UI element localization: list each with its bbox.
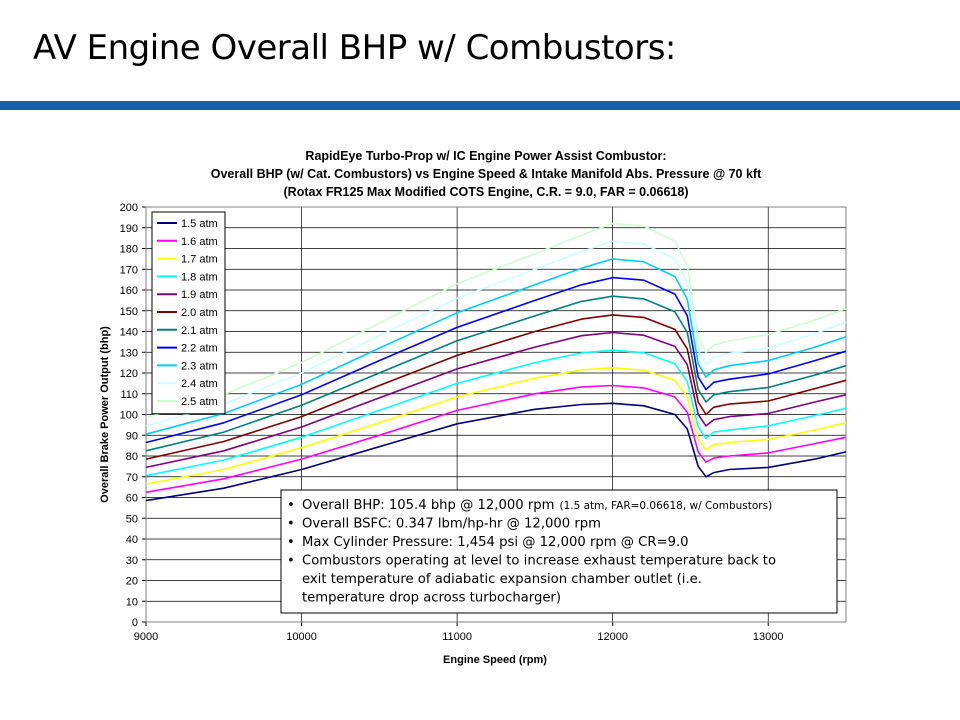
chart-title-line-2: Overall BHP (w/ Cat. Combustors) vs Engi… (211, 167, 762, 181)
plot-border (145, 206, 847, 623)
y-tick-label: 190 (120, 223, 138, 235)
y-tick-label: 90 (126, 430, 138, 442)
y-tick-label: 150 (120, 306, 138, 318)
slide-title: AV Engine Overall BHP w/ Combustors: (33, 28, 676, 68)
chart-title-line-3: (Rotax FR125 Max Modified COTS Engine, C… (284, 185, 689, 199)
y-tick-label: 60 (126, 493, 138, 505)
y-tick-label: 50 (126, 513, 138, 525)
series-line-1-7-atm (145, 366, 847, 485)
chart-title-line-1: RapidEye Turbo-Prop w/ IC Engine Power A… (305, 149, 666, 163)
y-tick-label: 40 (126, 534, 138, 546)
annotation-text-4: exit temperature of adiabatic expansion … (302, 572, 702, 587)
y-axis-label: Overall Brake Power Output (bhp) (99, 326, 111, 503)
legend-label: 2.1 atm (181, 325, 218, 337)
legend-label: 1.8 atm (181, 271, 218, 283)
y-tick-label: 0 (132, 617, 138, 629)
legend-label: 1.5 atm (181, 218, 218, 230)
y-tick-label: 160 (120, 285, 138, 297)
series-line-2-4-atm (145, 240, 847, 427)
y-tick-label: 30 (126, 555, 138, 567)
annotation-box (280, 489, 838, 614)
x-tick-label: 10000 (286, 631, 317, 643)
y-tick-label: 10 (126, 596, 138, 608)
legend-label: 2.4 atm (181, 378, 218, 390)
y-tick-label: 200 (120, 202, 138, 214)
series-line-2-5-atm (145, 222, 847, 419)
y-tick-label: 120 (120, 368, 138, 380)
series-line-1-9-atm (145, 331, 847, 469)
legend-label: 1.7 atm (181, 254, 218, 266)
series-line-1-8-atm (145, 349, 847, 477)
y-tick-label: 100 (120, 410, 138, 422)
legend-label: 2.2 atm (181, 343, 218, 355)
annotation-bullet: • (287, 517, 295, 532)
y-tick-label: 170 (120, 264, 138, 276)
annotation-text-1: Overall BHP: 105.4 bhp @ 12,000 rpm (1.5 … (302, 498, 772, 513)
x-tick-label: 9000 (134, 631, 158, 643)
series-line-2-3-atm (145, 258, 847, 435)
y-tick-label: 110 (120, 389, 138, 401)
annotation-bullet: • (287, 554, 295, 569)
y-tick-label: 140 (120, 327, 138, 339)
series-line-2-2-atm (145, 276, 847, 444)
series-line-2-0-atm (145, 314, 847, 460)
y-tick-label: 70 (126, 472, 138, 484)
annotation-bullet: • (287, 498, 295, 513)
annotation-bullet: • (287, 535, 295, 550)
annotation-text-4: temperature drop across turbocharger) (302, 591, 561, 606)
title-divider (0, 101, 960, 110)
x-tick-label: 13000 (753, 631, 784, 643)
y-tick-label: 180 (120, 244, 138, 256)
legend-label: 2.5 atm (181, 396, 218, 408)
y-tick-label: 80 (126, 451, 138, 463)
x-tick-label: 11000 (442, 631, 472, 643)
y-tick-label: 20 (126, 576, 138, 588)
annotation-text-4: Combustors operating at level to increas… (302, 554, 776, 569)
annotation-text-2: Overall BSFC: 0.347 lbm/hp-hr @ 12,000 r… (302, 517, 601, 532)
legend-label: 2.0 atm (181, 307, 218, 319)
legend-label: 2.3 atm (181, 360, 218, 372)
y-tick-label: 130 (120, 347, 138, 359)
legend-label: 1.9 atm (181, 289, 218, 301)
legend-label: 1.6 atm (181, 236, 218, 248)
x-axis-label: Engine Speed (rpm) (443, 654, 547, 666)
x-tick-label: 12000 (597, 631, 628, 643)
series-line-1-5-atm (145, 402, 847, 502)
series-line-1-6-atm (145, 384, 847, 494)
series-line-2-1-atm (145, 295, 847, 452)
annotation-text-3: Max Cylinder Pressure: 1,454 psi @ 12,00… (302, 535, 689, 550)
